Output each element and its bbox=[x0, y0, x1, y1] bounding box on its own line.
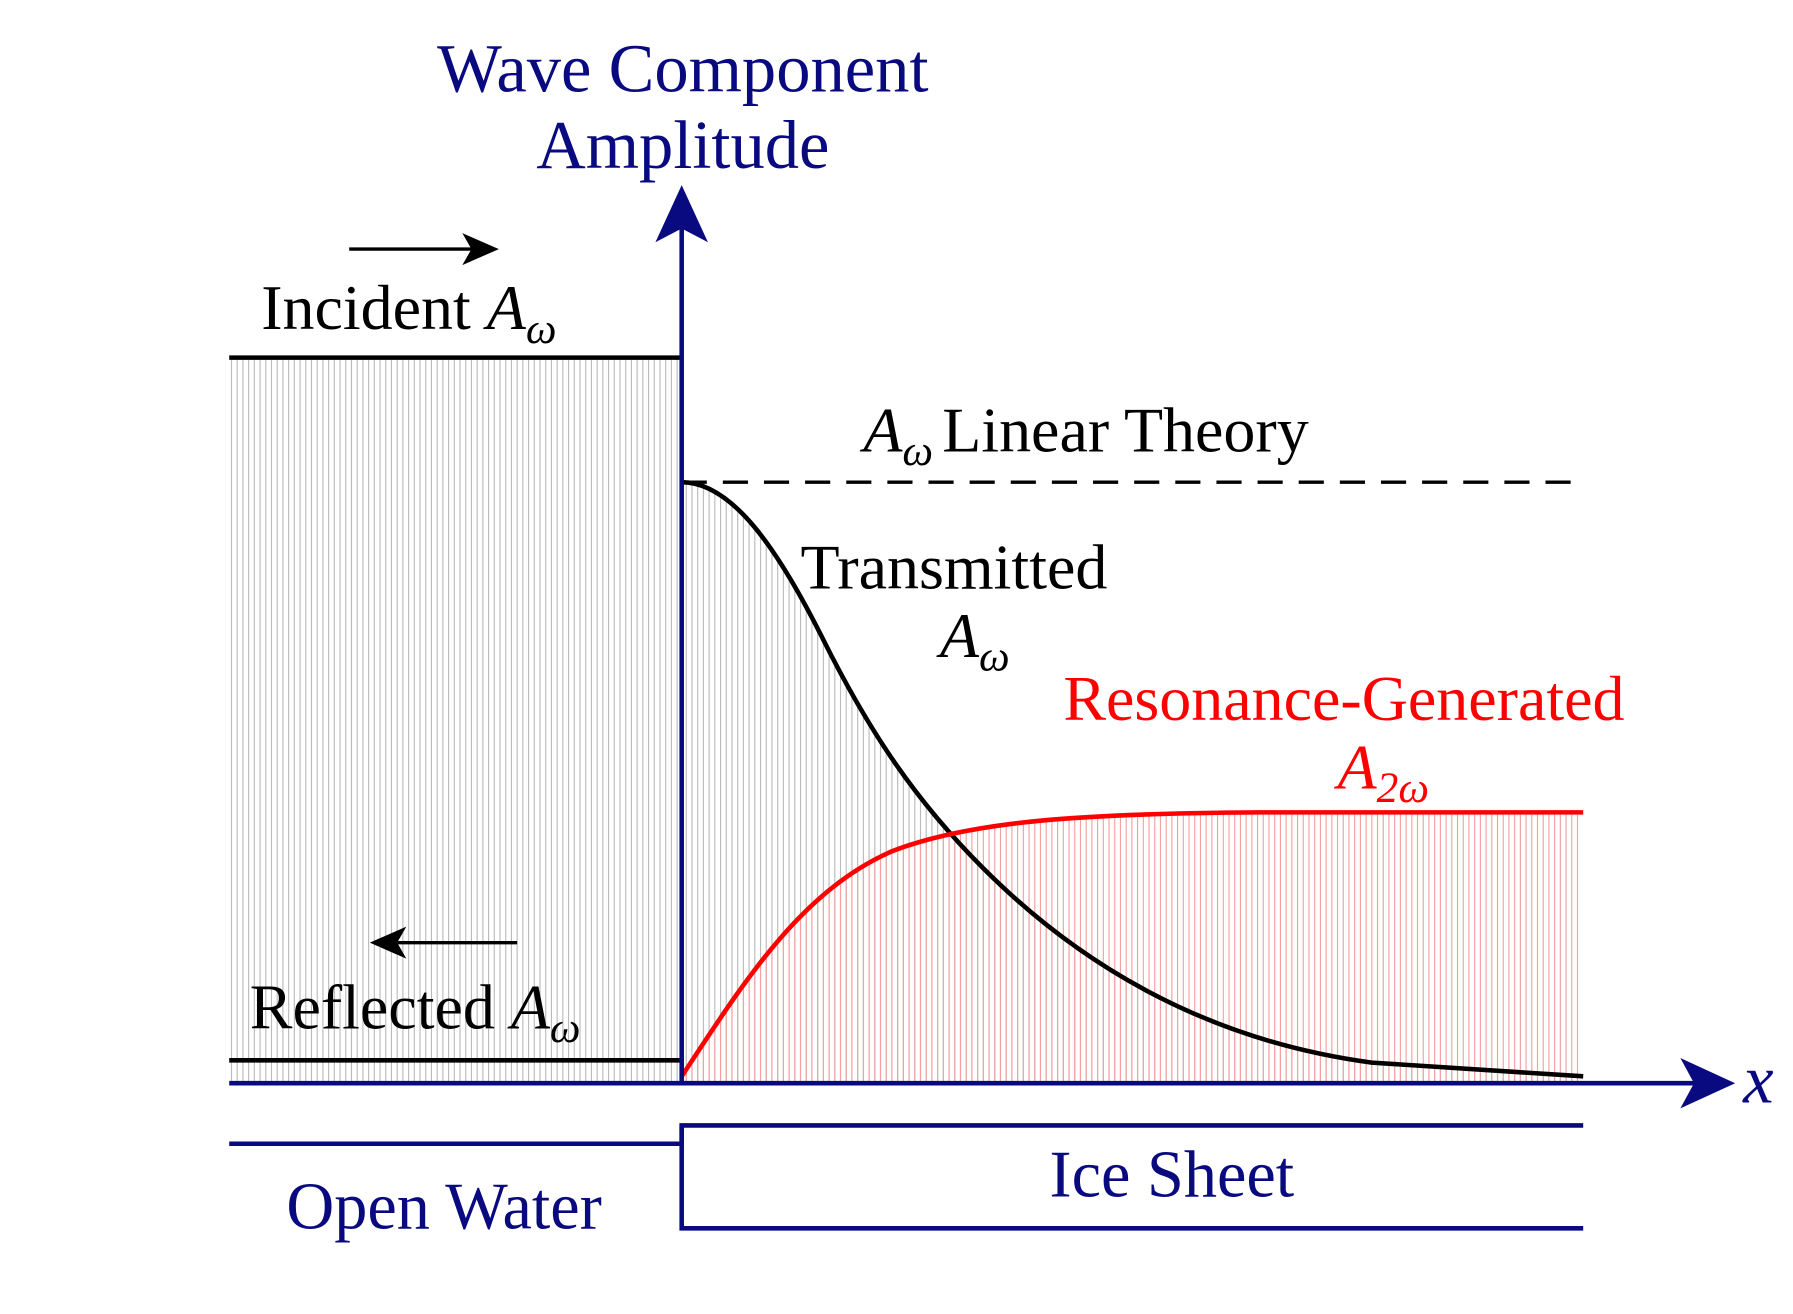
open-water-label: Open Water bbox=[286, 1170, 601, 1243]
resonance-curve bbox=[679, 810, 1584, 1078]
y-label-line: Amplitude bbox=[536, 107, 829, 183]
subscript: ω bbox=[526, 305, 557, 353]
ice-boundary bbox=[679, 1125, 1584, 1231]
incident-arrowhead bbox=[462, 233, 499, 266]
symbol: A bbox=[936, 600, 980, 671]
reflected-arrowhead bbox=[369, 926, 407, 959]
resonance-label: Resonance-Generated bbox=[1063, 663, 1624, 734]
symbol: A bbox=[859, 394, 903, 465]
subscript: ω bbox=[979, 633, 1010, 681]
subscript: ω bbox=[550, 1004, 581, 1052]
y-axis-label: Wave Component Amplitude bbox=[437, 30, 928, 183]
ice-sheet-label: Ice Sheet bbox=[1050, 1138, 1295, 1211]
symbol: A bbox=[507, 971, 551, 1042]
label-text: Reflected bbox=[250, 971, 495, 1042]
y-label-line: Wave Component bbox=[437, 30, 928, 106]
label-text: Linear Theory bbox=[942, 394, 1308, 465]
label-text: Incident bbox=[261, 272, 471, 343]
transmitted-label: Transmitted bbox=[801, 531, 1108, 602]
subscript: ω bbox=[902, 427, 933, 475]
y-arrow bbox=[655, 185, 708, 243]
x-arrow bbox=[1680, 1058, 1736, 1109]
subscript: 2ω bbox=[1377, 764, 1429, 812]
transmitted-symbol: Aω bbox=[936, 600, 1010, 681]
transmitted-curve bbox=[681, 479, 1584, 1079]
resonance-symbol: A2ω bbox=[1334, 731, 1429, 812]
region-boundary bbox=[229, 1123, 1584, 1147]
hatching-red bbox=[685, 812, 1579, 1084]
incident-label: Incident Aω bbox=[261, 272, 556, 353]
symbol: A bbox=[1334, 731, 1378, 802]
symbol: A bbox=[483, 272, 527, 343]
linear-theory-label: Aω Linear Theory bbox=[859, 394, 1308, 475]
reflected-label: Reflected Aω bbox=[250, 971, 581, 1052]
x-axis-label: x bbox=[1742, 1042, 1773, 1118]
